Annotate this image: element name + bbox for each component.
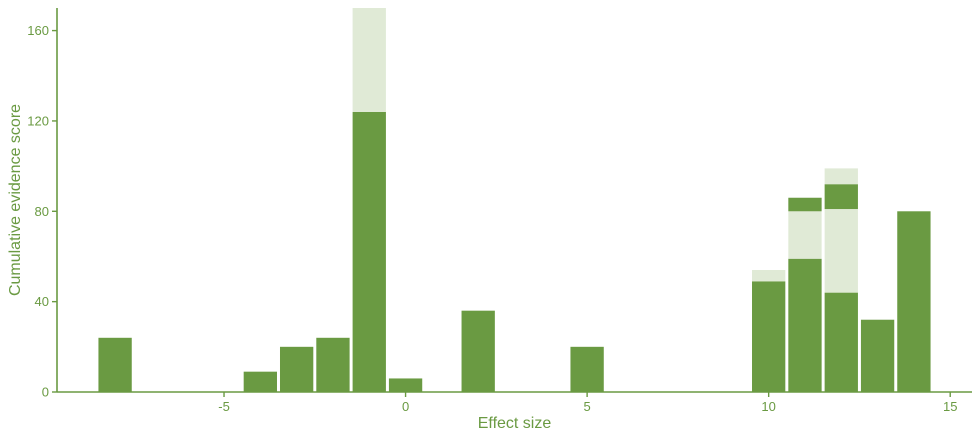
bar-segment-dark-8-0 [752,281,786,392]
bar-segment-dark-12-0 [897,211,931,392]
x-axis-ticks: -5 0 5 10 15 [218,392,957,414]
bar-segment-dark-4-0 [352,111,386,392]
bar-segment-dark-2-0 [279,346,314,392]
bar-segment-dark-3-0 [316,337,350,392]
bar-segment-light-4-1 [352,8,386,112]
bar-segment-dark-0-0 [98,337,132,392]
y-tick-label: 80 [35,204,49,219]
bar-segment-dark-10-0 [824,292,858,392]
bar-segment-light-10-3 [824,168,858,185]
bar-segment-light-10-1 [824,209,858,293]
bar-segment-dark-9-0 [788,258,822,392]
y-tick-label: 0 [42,385,49,400]
bar-segment-dark-5-0 [388,378,423,392]
bar-segment-light-8-1 [752,270,786,282]
bar-segment-dark-1-0 [243,371,277,392]
bar-segment-dark-11-0 [860,319,895,392]
y-axis-title: Cumulative evidence score [7,104,24,296]
x-tick-label: -5 [218,399,230,414]
bar-segment-light-9-1 [788,211,822,259]
x-tick-label: 0 [402,399,409,414]
bar-segment-dark-7-0 [570,346,604,392]
bar-group [98,8,931,392]
y-axis-ticks: 0 40 80 120 160 [27,23,57,400]
bar-segment-dark-6-0 [461,310,495,392]
bar-segment-dark-10-2 [824,184,858,210]
x-axis-title: Effect size [478,415,552,432]
x-tick-label: 15 [943,399,957,414]
y-tick-label: 160 [27,23,49,38]
bar-segment-dark-9-2 [788,197,822,212]
y-tick-label: 40 [35,294,49,309]
y-tick-label: 120 [27,113,49,128]
x-tick-label: 10 [761,399,775,414]
x-tick-label: 5 [584,399,591,414]
